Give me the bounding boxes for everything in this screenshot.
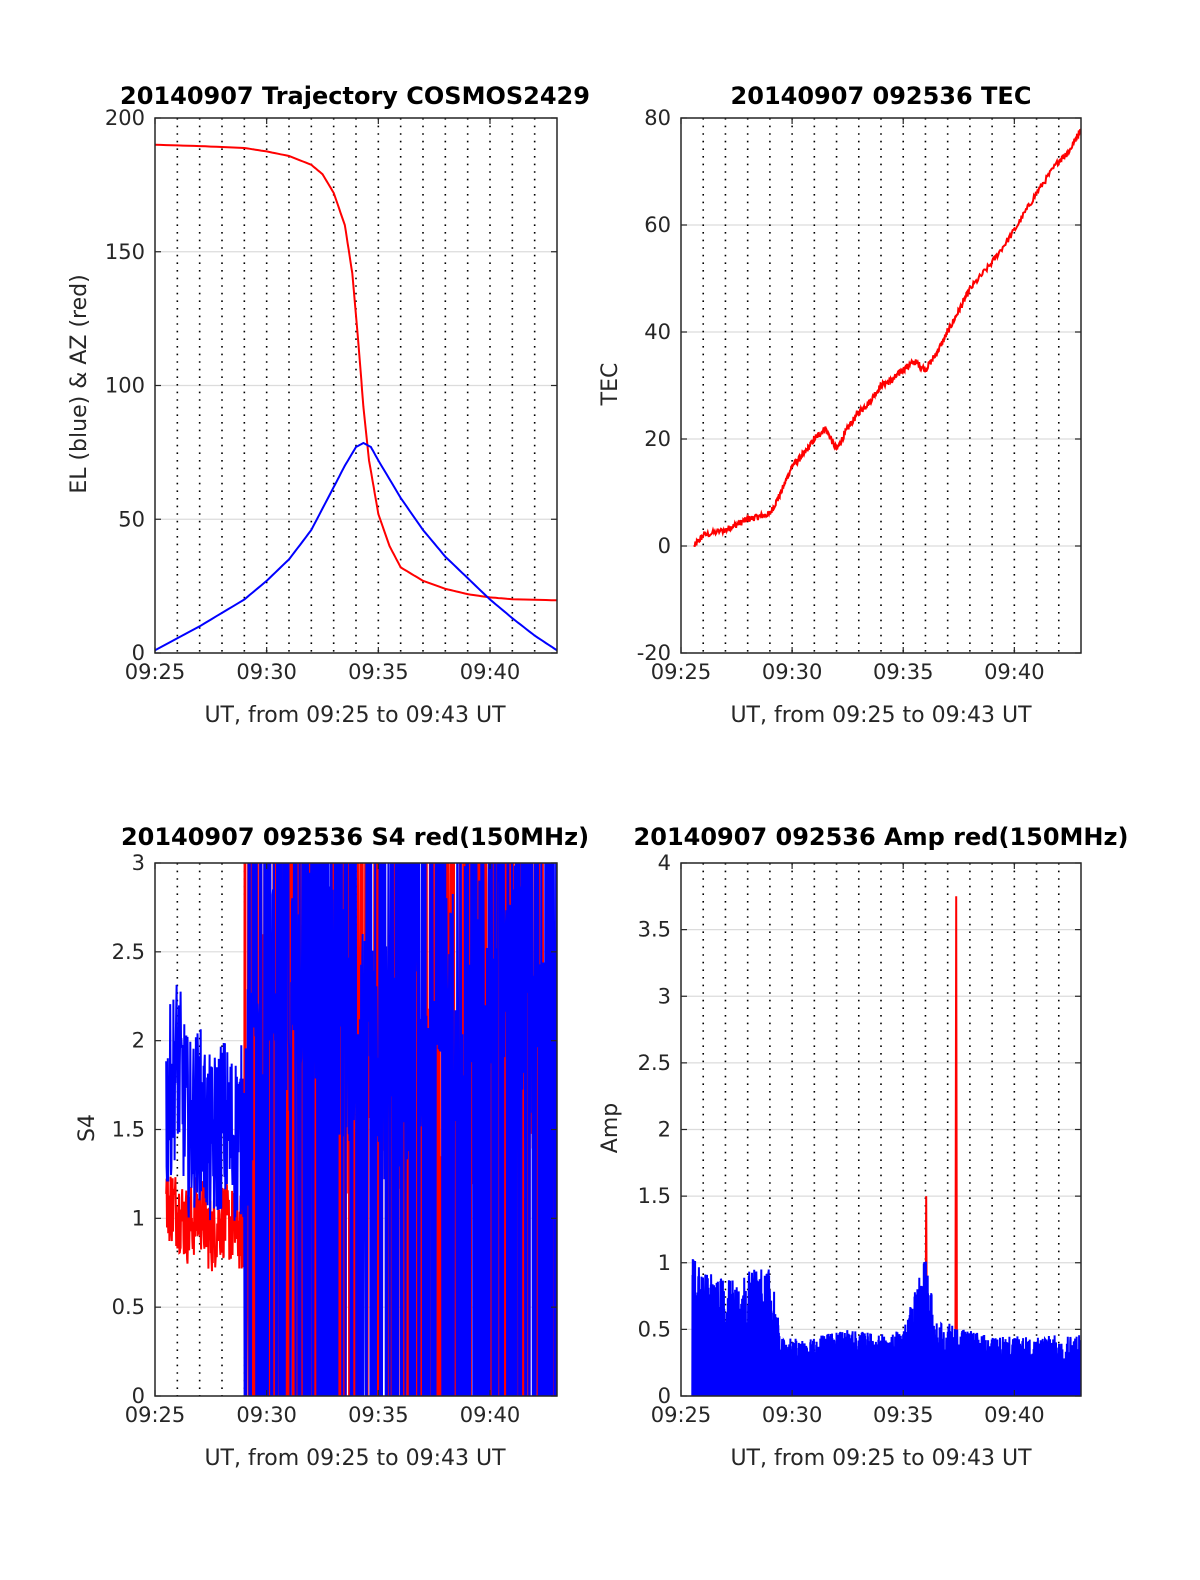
series-group bbox=[155, 143, 557, 652]
y-tick-label: 3.5 bbox=[638, 918, 671, 942]
y-tick-label: 50 bbox=[118, 507, 145, 531]
chart-title: 20140907 092536 S4 red(150MHz) bbox=[121, 823, 589, 851]
y-tick-label: 3 bbox=[132, 851, 145, 875]
x-tick-label: 09:25 bbox=[651, 1403, 712, 1427]
x-axis-label: UT, from 09:25 to 09:43 UT bbox=[204, 1446, 506, 1471]
x-tick-label: 09:40 bbox=[460, 660, 521, 684]
series-group bbox=[691, 896, 1081, 1396]
chart-title: 20140907 092536 TEC bbox=[731, 82, 1032, 110]
x-tick-label: 09:25 bbox=[125, 660, 186, 684]
y-tick-label: 2.5 bbox=[112, 940, 145, 964]
x-tick-label: 09:40 bbox=[460, 1403, 521, 1427]
series-line-blue bbox=[691, 1259, 1081, 1396]
series-line-red bbox=[155, 143, 557, 602]
y-axis-label: Amp bbox=[598, 1103, 623, 1153]
y-tick-label: 3 bbox=[658, 984, 671, 1008]
y-tick-label: 60 bbox=[644, 213, 671, 237]
y-tick-label: 40 bbox=[644, 320, 671, 344]
y-tick-label: 1 bbox=[132, 1206, 145, 1230]
x-axis-label: UT, from 09:25 to 09:43 UT bbox=[730, 1446, 1032, 1471]
y-tick-label: 0 bbox=[132, 1384, 145, 1408]
y-tick-label: 80 bbox=[644, 106, 671, 130]
y-tick-label: 1.5 bbox=[638, 1184, 671, 1208]
x-tick-label: 09:35 bbox=[348, 1403, 409, 1427]
x-tick-label: 09:35 bbox=[873, 1403, 934, 1427]
x-tick-label: 09:40 bbox=[984, 660, 1045, 684]
x-tick-label: 09:30 bbox=[762, 1403, 823, 1427]
x-axis-label: UT, from 09:25 to 09:43 UT bbox=[204, 703, 506, 728]
y-tick-label: 200 bbox=[105, 106, 145, 130]
x-tick-label: 09:35 bbox=[873, 660, 934, 684]
x-tick-label: 09:35 bbox=[348, 660, 409, 684]
y-tick-label: 0 bbox=[658, 534, 671, 558]
y-tick-label: 0.5 bbox=[112, 1295, 145, 1319]
plot-frame bbox=[680, 117, 1082, 654]
s4-panel: 20140907 092536 S4 red(150MHz) UT, from … bbox=[75, 823, 589, 1471]
x-tick-label: 09:40 bbox=[984, 1403, 1045, 1427]
x-tick-label: 09:30 bbox=[762, 660, 823, 684]
x-axis-label: UT, from 09:25 to 09:43 UT bbox=[730, 703, 1032, 728]
y-tick-label: 0 bbox=[132, 641, 145, 665]
y-axis-label: TEC bbox=[598, 363, 623, 407]
series-group bbox=[165, 863, 557, 1396]
chart-title: 20140907 Trajectory COSMOS2429 bbox=[120, 82, 590, 110]
y-tick-label: 4 bbox=[658, 851, 671, 875]
y-tick-label: 150 bbox=[105, 240, 145, 264]
x-tick-label: 09:25 bbox=[125, 1403, 186, 1427]
series-line-blue bbox=[165, 863, 557, 1396]
y-tick-label: 0 bbox=[658, 1384, 671, 1408]
series-line-red bbox=[693, 128, 1081, 548]
y-tick-label: 2.5 bbox=[638, 1051, 671, 1075]
series-line-blue bbox=[155, 441, 557, 652]
x-tick-label: 09:25 bbox=[651, 660, 712, 684]
y-tick-label: 0.5 bbox=[638, 1317, 671, 1341]
y-tick-label: 100 bbox=[105, 374, 145, 398]
y-tick-label: 2 bbox=[658, 1118, 671, 1142]
y-tick-label: 2 bbox=[132, 1029, 145, 1053]
y-tick-label: 20 bbox=[644, 427, 671, 451]
amp-panel: 20140907 092536 Amp red(150MHz) UT, from… bbox=[598, 823, 1128, 1471]
y-tick-label: 1.5 bbox=[112, 1118, 145, 1142]
trajectory-panel: 20140907 Trajectory COSMOS2429 UT, from … bbox=[67, 82, 590, 728]
chart-title: 20140907 092536 Amp red(150MHz) bbox=[634, 823, 1129, 851]
series-group bbox=[693, 128, 1081, 548]
x-tick-label: 09:30 bbox=[236, 1403, 297, 1427]
y-axis-label: S4 bbox=[75, 1114, 100, 1142]
y-axis-label: EL (blue) & AZ (red) bbox=[67, 274, 92, 493]
y-tick-label: 1 bbox=[658, 1251, 671, 1275]
x-tick-label: 09:30 bbox=[236, 660, 297, 684]
y-tick-label: -20 bbox=[637, 641, 671, 665]
tec-panel: 20140907 092536 TEC UT, from 09:25 to 09… bbox=[598, 82, 1082, 728]
